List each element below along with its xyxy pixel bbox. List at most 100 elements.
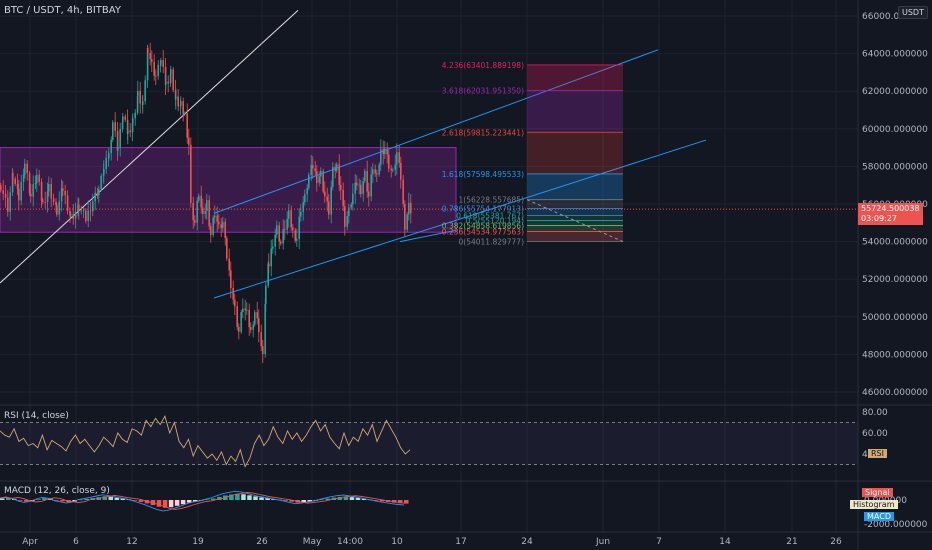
candle-body [326,196,328,202]
candle-body [162,60,164,67]
candle-body [212,217,214,236]
macd-histogram-bar [102,496,108,500]
candle-body [222,221,224,229]
candle-body [352,193,354,205]
rsi-line [0,415,411,468]
candle-body [224,221,226,239]
candle-body [265,285,267,305]
y-tick-label: 62000.000000 [862,87,928,97]
channel-lower-base [399,229,457,243]
fib-level-label: 0.5(55120.194) [466,217,524,226]
candle-body [294,230,296,241]
macd-histogram-bar [265,498,270,500]
candle-body [52,198,55,202]
fib-zone [527,220,623,226]
candle-body [122,116,124,122]
trend-line [0,9,299,284]
histogram-badge: Histogram [850,500,898,509]
candle-body [124,116,126,120]
candle-body [60,188,63,202]
candle-body [137,90,139,97]
candle-body [296,238,298,241]
macd-histogram-bar [78,499,83,501]
candle-body [50,184,52,199]
macd-histogram-bar [180,500,186,505]
candle-body [280,241,282,244]
candle-body [342,189,344,207]
candle-body [165,81,167,85]
fib-level-label: 1(56228.557685) [459,196,525,205]
candle-body [390,168,392,171]
candle-body [220,224,222,229]
candle-body [242,308,244,312]
x-tick-label: 7 [656,537,662,547]
candle-body [338,164,340,186]
candle-body [392,169,394,171]
candle-body [290,210,292,228]
candle-body [276,225,278,235]
candle-body [240,311,242,332]
candle-body [55,201,57,206]
candle-body [146,48,149,81]
rsi-legend[interactable]: RSI (14, close) [4,411,69,421]
y-tick-label: 54000.000000 [862,238,928,248]
candle-body [350,204,352,208]
candle-body [32,184,34,197]
candle-body [149,53,151,60]
candle-body [157,64,159,77]
candle-body [250,327,252,330]
macd-histogram-bar [6,497,11,500]
candle-body [208,200,210,227]
macd-histogram-bar [241,494,246,500]
macd-histogram-bar [138,500,144,502]
candle-body [230,270,232,289]
macd-histogram-bar [24,500,29,502]
candle-body [228,258,230,271]
candle-body [20,182,22,201]
candle-countdown: 03:09:27 [861,214,897,223]
candle-body [286,218,288,230]
candle-body [358,184,360,186]
x-tick-label: 10 [391,537,403,547]
candle-body [314,168,316,172]
candle-body [268,263,270,267]
candle-body [330,186,332,215]
candle-body [216,215,218,222]
candle-body [368,191,370,197]
candle-body [78,204,80,211]
candle-body [151,59,153,62]
candle-body [402,179,404,204]
fib-zone [527,208,623,216]
candle-body [254,312,256,325]
y-tick-label: 46000.000000 [862,388,928,398]
symbol-legend[interactable]: BTC / USDT, 4h, BITBAY [4,5,121,16]
candle-body [376,173,378,175]
candle-body [108,153,110,158]
x-tick-label: Apr [22,537,38,547]
fib-level-label: 1.618(57598.495533) [442,170,524,179]
macd-histogram-bar [205,499,210,501]
candle-body [16,183,19,189]
x-tick-label: 24 [521,537,533,547]
candle-body [204,210,206,214]
macd-histogram-bar [192,500,198,502]
candle-body [288,210,290,219]
macd-legend[interactable]: MACD (12, 26, close, 9) [4,486,110,496]
macd-histogram-bar [120,498,126,500]
x-tick-label: 26 [256,537,268,547]
candle-body [374,169,376,174]
candle-body [4,193,7,198]
candle-body [112,122,114,140]
candle-body [155,75,157,77]
y-tick-label: 58000.000000 [862,162,928,172]
candle-body [114,122,116,131]
fib-level-label: 0.786(55754.177913) [442,205,524,214]
y-tick-label: 60000.000000 [862,125,928,135]
candle-body [308,174,310,188]
candle-body [42,200,44,202]
currency-badge[interactable]: USDT [898,6,928,19]
rsi-tick-label: 80.00 [862,408,888,418]
candle-body [184,113,186,115]
candle-body [382,149,384,155]
